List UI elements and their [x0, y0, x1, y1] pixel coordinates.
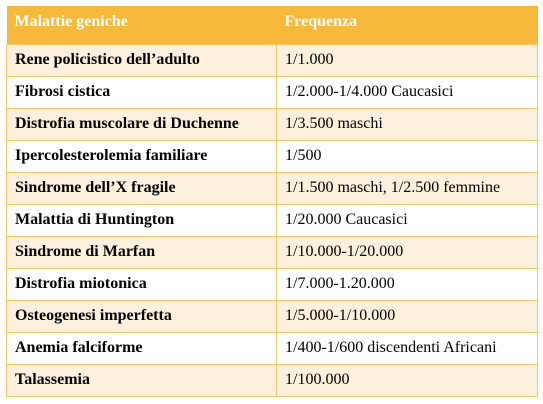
disease-cell: Sindrome dell’X fragile [6, 171, 277, 205]
frequency-cell: 1/100.000 [276, 363, 538, 397]
frequency-cell: 1/1.500 maschi, 1/2.500 femmine [276, 171, 538, 205]
table-row: Distrofia muscolare di Duchenne 1/3.500 … [6, 107, 538, 141]
header-frequency: Frequenza [284, 13, 358, 30]
disease-cell: Osteogenesi imperfetta [6, 299, 277, 333]
genetic-diseases-table: Malattie geniche Frequenza Rene policist… [6, 6, 538, 397]
header-row: Malattie geniche Frequenza [6, 6, 538, 44]
genetic-diseases-table-container: Malattie geniche Frequenza Rene policist… [6, 6, 538, 398]
disease-cell: Sindrome di Marfan [6, 235, 277, 269]
table-row: Rene policistico dell’adulto 1/1.000 [6, 43, 538, 77]
disease-cell: Anemia falciforme [6, 331, 277, 365]
frequency-cell: 1/400-1/600 discendenti Africani [276, 331, 538, 365]
frequency-cell: 1/7.000-1.20.000 [276, 267, 538, 301]
table-header: Malattie geniche Frequenza [6, 6, 538, 44]
disease-cell: Malattia di Huntington [6, 203, 277, 237]
header-disease: Malattie geniche [14, 13, 128, 30]
frequency-cell: 1/10.000-1/20.000 [276, 235, 538, 269]
table-row: Distrofia miotonica 1/7.000-1.20.000 [6, 267, 538, 301]
table-row: Fibrosi cistica 1/2.000-1/4.000 Caucasic… [6, 75, 538, 109]
table-row: Ipercolesterolemia familiare 1/500 [6, 139, 538, 173]
table-row: Anemia falciforme 1/400-1/600 discendent… [6, 331, 538, 365]
frequency-cell: 1/5.000-1/10.000 [276, 299, 538, 333]
frequency-cell: 1/3.500 maschi [276, 107, 538, 141]
table-row: Sindrome dell’X fragile 1/1.500 maschi, … [6, 171, 538, 205]
table-body: Rene policistico dell’adulto 1/1.000 Fib… [6, 43, 538, 397]
disease-cell: Distrofia muscolare di Duchenne [6, 107, 277, 141]
frequency-cell: 1/1.000 [276, 43, 538, 77]
disease-cell: Rene policistico dell’adulto [6, 43, 277, 77]
disease-cell: Distrofia miotonica [6, 267, 277, 301]
disease-cell: Fibrosi cistica [6, 75, 277, 109]
table-row: Sindrome di Marfan 1/10.000-1/20.000 [6, 235, 538, 269]
disease-cell: Ipercolesterolemia familiare [6, 139, 277, 173]
table-row: Osteogenesi imperfetta 1/5.000-1/10.000 [6, 299, 538, 333]
disease-cell: Talassemia [6, 363, 277, 397]
frequency-cell: 1/20.000 Caucasici [276, 203, 538, 237]
table-row: Malattia di Huntington 1/20.000 Caucasic… [6, 203, 538, 237]
frequency-cell: 1/2.000-1/4.000 Caucasici [276, 75, 538, 109]
frequency-cell: 1/500 [276, 139, 538, 173]
table-row: Talassemia 1/100.000 [6, 363, 538, 397]
